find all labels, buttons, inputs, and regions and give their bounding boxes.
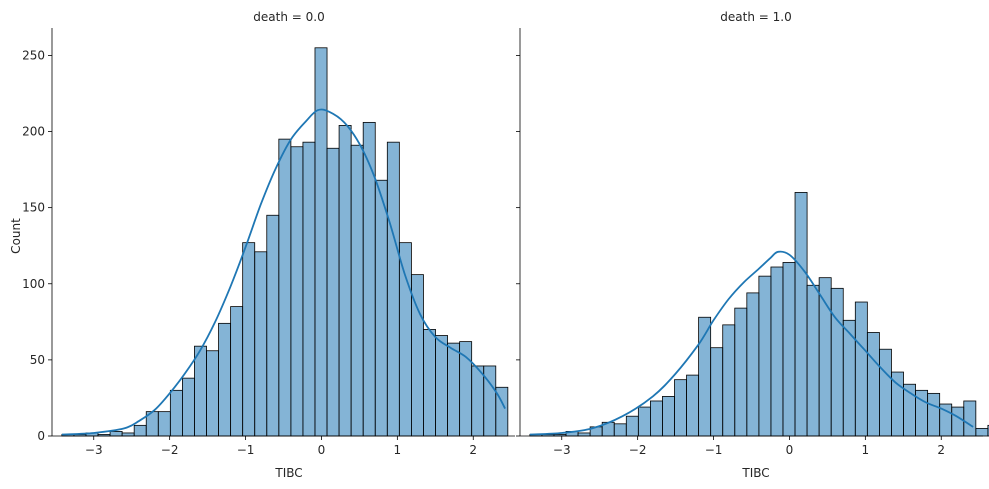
kde-curve (529, 250, 974, 436)
histogram-bar (866, 332, 880, 437)
histogram-bar (662, 396, 675, 437)
x-tick-label: −3 (553, 443, 571, 457)
histogram-bar (218, 322, 232, 437)
histogram-bar (637, 406, 651, 437)
y-tick-label: 50 (30, 353, 45, 367)
x-tick-label: −1 (237, 443, 255, 457)
histogram-bar (133, 424, 147, 437)
histogram-bar (374, 179, 388, 437)
histogram-bar (770, 266, 784, 437)
x-tick-label: 1 (862, 443, 870, 457)
x-tick-label: 0 (318, 443, 326, 457)
x-tick-label: 2 (937, 443, 945, 457)
y-tick-label: 0 (37, 429, 45, 443)
y-axis-label: Count (9, 218, 23, 254)
x-axis-label: TIBC (741, 466, 769, 480)
histogram-bar (242, 242, 256, 437)
histogram-bar (963, 400, 977, 437)
histogram-bar (447, 342, 461, 437)
histogram-bar (722, 324, 736, 437)
histogram-bar (471, 365, 485, 437)
histogram-bar (398, 242, 412, 437)
y-tick-label: 250 (22, 48, 45, 62)
histogram-bar (266, 214, 280, 437)
kde-curve (61, 108, 506, 436)
histogram-bar (758, 275, 772, 437)
histogram-bar (625, 415, 639, 437)
histogram-bar (338, 125, 352, 437)
histogram-bar (194, 345, 207, 437)
histogram-bar (674, 379, 687, 437)
histogram-bar (794, 192, 808, 437)
histogram-bar (613, 423, 627, 437)
panel-death-0: death = 0.0 −3 −2 −1 0 1 2 0 50 100 150 200 250 TI… (9, 10, 515, 480)
histogram-bar (169, 389, 183, 437)
histogram-bar (686, 374, 700, 437)
histogram-bar (710, 347, 724, 437)
histogram-bar (927, 392, 941, 437)
histogram-bar (879, 348, 892, 437)
histogram-bar (649, 400, 663, 437)
panel-title: death = 0.0 (253, 10, 324, 24)
histogram-bar (206, 350, 219, 437)
y-tick-label: 200 (22, 125, 45, 139)
histogram-bar (854, 301, 868, 437)
histogram-bar (423, 329, 436, 437)
x-axis-ticks: −3 −2 −1 0 1 2 (85, 436, 477, 457)
histogram-bar (577, 432, 591, 437)
histogram-bar (734, 307, 748, 437)
histogram-bars (61, 47, 509, 437)
x-tick-label: 0 (786, 443, 794, 457)
histogram-bar (181, 377, 195, 437)
x-axis-label: TIBC (274, 466, 302, 480)
histogram-bar (314, 47, 328, 437)
x-tick-label: −3 (85, 443, 103, 457)
histogram-bar (435, 335, 448, 437)
histogram-bar (350, 144, 364, 437)
histogram-bar (109, 431, 123, 437)
x-tick-label: −2 (629, 443, 647, 457)
histogram-bar (230, 306, 244, 437)
histogram-bar (951, 406, 965, 437)
y-axis-ticks (516, 55, 520, 437)
panel-title: death = 1.0 (720, 10, 791, 24)
histogram-bar (362, 121, 376, 437)
histogram-bar (326, 147, 340, 437)
histogram-bar (157, 411, 171, 437)
x-tick-label: 1 (394, 443, 402, 457)
histogram-bar (806, 284, 820, 437)
x-tick-label: −2 (161, 443, 179, 457)
histogram-bar (782, 262, 796, 437)
y-axis-ticks: 0 50 100 150 200 250 (22, 48, 52, 443)
histogram-bar (746, 292, 760, 437)
x-tick-label: −1 (705, 443, 723, 457)
histogram-bar (278, 138, 292, 437)
histogram-bar (987, 424, 989, 437)
histogram-bar (121, 432, 135, 437)
histogram-bar (290, 146, 304, 437)
panel-death-1: death = 1.0 −3 −2 −1 0 1 2 TIBC (516, 10, 989, 480)
x-tick-label: 2 (469, 443, 477, 457)
y-tick-label: 100 (22, 277, 45, 291)
x-axis-ticks: −3 −2 −1 0 1 2 (553, 436, 945, 457)
histogram-bars (529, 192, 989, 437)
histogram-bar (830, 287, 844, 437)
histogram-bar (386, 141, 400, 437)
histogram-bar (254, 251, 268, 437)
histogram-bar (302, 141, 316, 437)
y-tick-label: 150 (22, 201, 45, 215)
histogram-bar (975, 427, 989, 437)
